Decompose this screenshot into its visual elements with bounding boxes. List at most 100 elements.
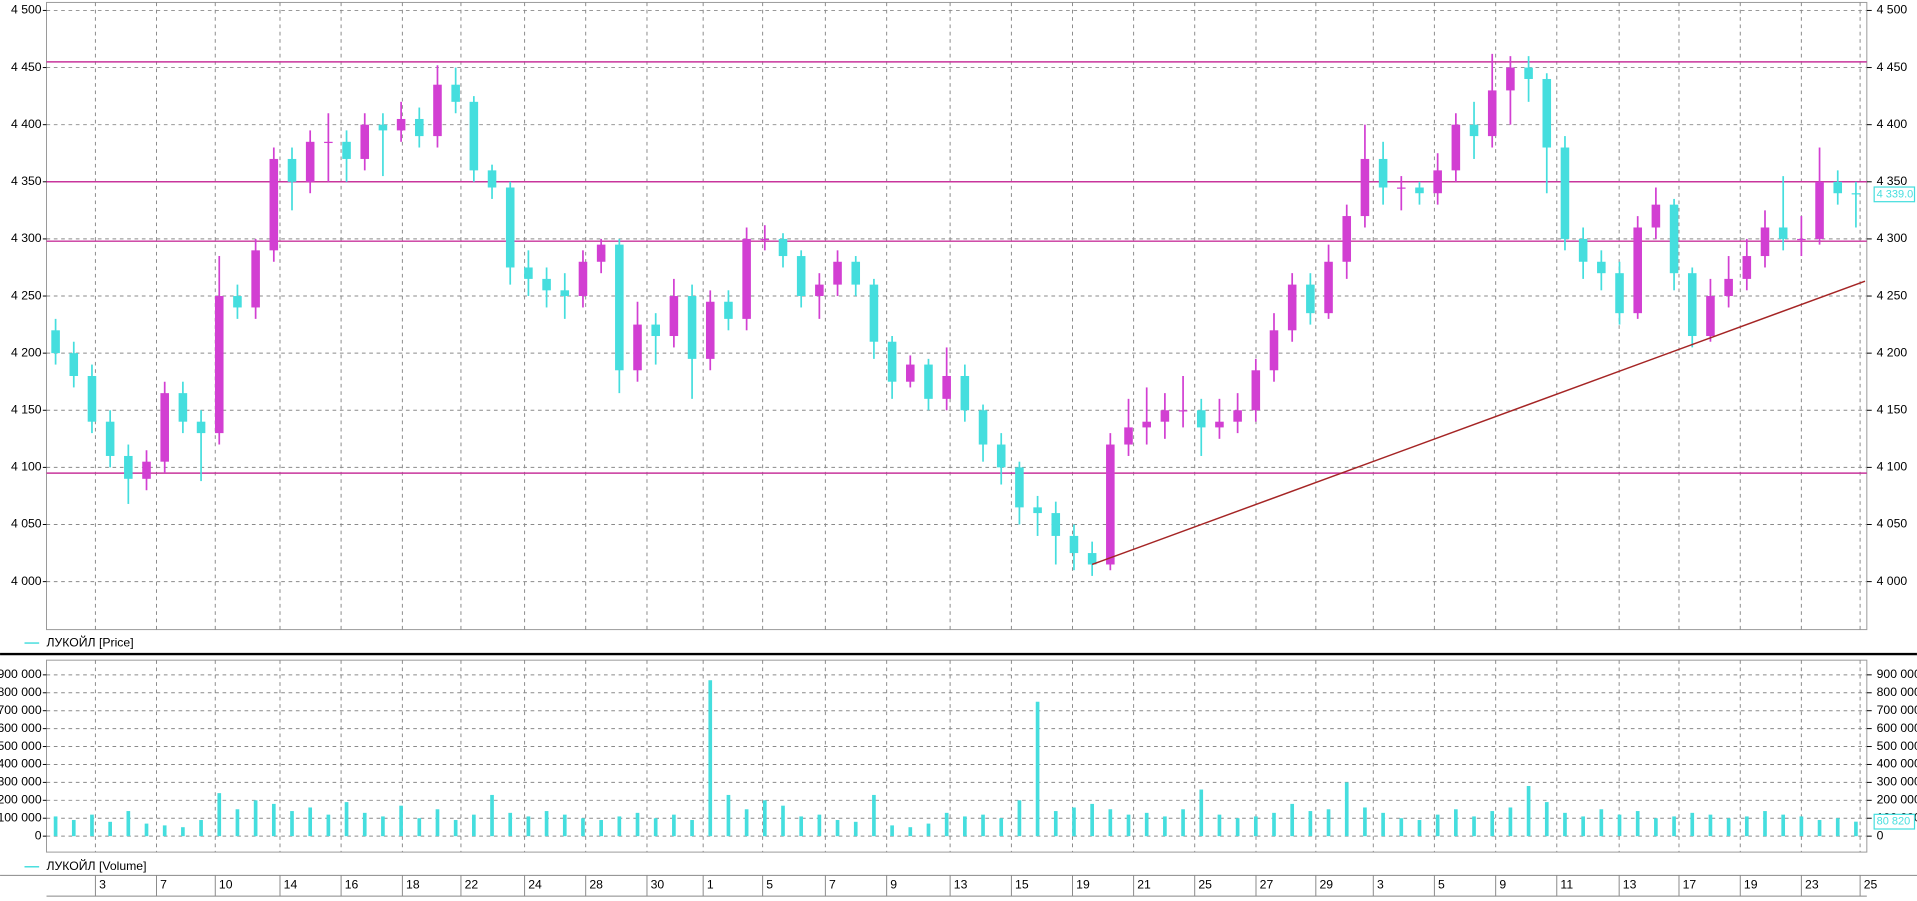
candle-body xyxy=(924,364,933,399)
volume-bar xyxy=(1654,818,1658,837)
volume-bar xyxy=(290,811,294,837)
candle-body xyxy=(1342,216,1352,262)
candle-body xyxy=(996,444,1006,468)
x-tick-label: 14 xyxy=(284,877,298,891)
candle-body xyxy=(796,256,806,297)
volume-bar xyxy=(1854,821,1858,837)
y-tick-label: 4 200 xyxy=(11,345,42,359)
candle-body xyxy=(615,244,624,371)
candle-body xyxy=(1815,181,1824,239)
candle-body xyxy=(960,375,970,411)
volume-bar xyxy=(963,816,967,837)
volume-bar xyxy=(472,814,476,837)
candle-body xyxy=(1033,507,1042,514)
candle-body xyxy=(1851,193,1861,195)
y-tick-label: 4 100 xyxy=(11,460,42,474)
candle-body xyxy=(396,118,406,131)
volume-bar xyxy=(417,818,422,837)
x-tick-label: 25 xyxy=(1864,877,1878,891)
y-tick-label-right: 400 000 xyxy=(1877,757,1917,771)
candle-body xyxy=(1760,227,1770,257)
volume-bar xyxy=(1708,814,1713,837)
price-frame xyxy=(46,1,1868,631)
volume-frame xyxy=(46,659,1868,853)
x-tick-label: 9 xyxy=(890,877,897,891)
candle-body xyxy=(1178,410,1188,412)
x-tick-label: 22 xyxy=(465,877,479,891)
volume-bar xyxy=(1581,816,1585,837)
candle-body xyxy=(1251,370,1261,411)
y-tick-label: 900 000 xyxy=(0,667,42,681)
volume-bar xyxy=(1381,812,1385,837)
x-tick-label: 16 xyxy=(345,877,359,891)
candle-body xyxy=(1415,187,1424,194)
candle-body xyxy=(1069,535,1079,554)
volume-bar xyxy=(326,814,331,837)
volume-bar xyxy=(1454,809,1458,837)
x-tick-label: 30 xyxy=(651,877,665,891)
y-tick-label-right: 4 100 xyxy=(1877,460,1908,474)
y-tick-label: 0 xyxy=(35,828,42,842)
candle-body xyxy=(1378,158,1388,188)
y-tick-label-right: 4 200 xyxy=(1877,345,1908,359)
x-tick-label: 5 xyxy=(766,877,773,891)
candle-body xyxy=(887,341,897,382)
y-tick-label: 100 000 xyxy=(0,810,42,824)
candle-body xyxy=(487,170,497,188)
y-tick-label-right: 700 000 xyxy=(1877,703,1917,717)
volume-bar xyxy=(144,823,149,837)
x-tick-label: 21 xyxy=(1137,877,1151,891)
y-tick-label: 4 150 xyxy=(11,403,42,417)
y-tick-label-right: 800 000 xyxy=(1877,685,1917,699)
x-tick-label: 25 xyxy=(1198,877,1212,891)
volume-bar xyxy=(726,794,731,837)
volume-bar xyxy=(308,807,313,837)
volume-bar xyxy=(744,809,749,837)
candle-body xyxy=(505,187,515,268)
candle-body xyxy=(342,141,351,159)
x-tick-label: 5 xyxy=(1438,877,1445,891)
candle-body xyxy=(1706,296,1715,337)
y-tick-label: 600 000 xyxy=(0,721,42,735)
candle-body xyxy=(1433,170,1442,194)
x-tick-label: 11 xyxy=(1560,877,1573,891)
volume-bar xyxy=(199,820,203,837)
volume-bar xyxy=(1526,785,1531,837)
volume-bar xyxy=(690,820,694,837)
candle-body xyxy=(251,250,260,308)
candle-body xyxy=(124,455,133,479)
candle-body xyxy=(324,141,333,144)
candle-body xyxy=(1469,124,1479,137)
candle-body xyxy=(742,238,751,319)
candle-body xyxy=(778,238,788,257)
candle-body xyxy=(160,393,169,462)
x-tick-label: 28 xyxy=(589,877,603,891)
volume-bar xyxy=(1235,818,1240,837)
candle-body xyxy=(1233,410,1242,422)
volume-bar xyxy=(544,811,549,837)
volume-bar xyxy=(1326,809,1331,837)
last-value-label: 80 820 xyxy=(1877,816,1911,828)
volume-bar xyxy=(344,802,349,837)
candle-body xyxy=(87,375,97,422)
x-tick-label: 15 xyxy=(1015,877,1029,891)
volume-bar xyxy=(217,793,222,837)
x-tick-label: 10 xyxy=(219,877,233,891)
last-value-box xyxy=(1873,813,1916,830)
y-tick-label: 4 300 xyxy=(11,231,42,245)
candle-body xyxy=(1778,227,1788,239)
y-tick-label-right: 4 450 xyxy=(1877,60,1908,74)
volume-bar xyxy=(1017,800,1022,837)
candle-body xyxy=(669,296,679,337)
volume-bar xyxy=(999,818,1004,837)
volume-bar xyxy=(253,800,258,837)
candle-body xyxy=(1487,90,1497,137)
volume-bar xyxy=(271,803,276,837)
volume-bar xyxy=(453,820,458,837)
candle-body xyxy=(105,421,115,456)
volume-bar xyxy=(835,820,840,837)
candle-body xyxy=(1797,238,1806,241)
volume-bar xyxy=(599,820,603,837)
